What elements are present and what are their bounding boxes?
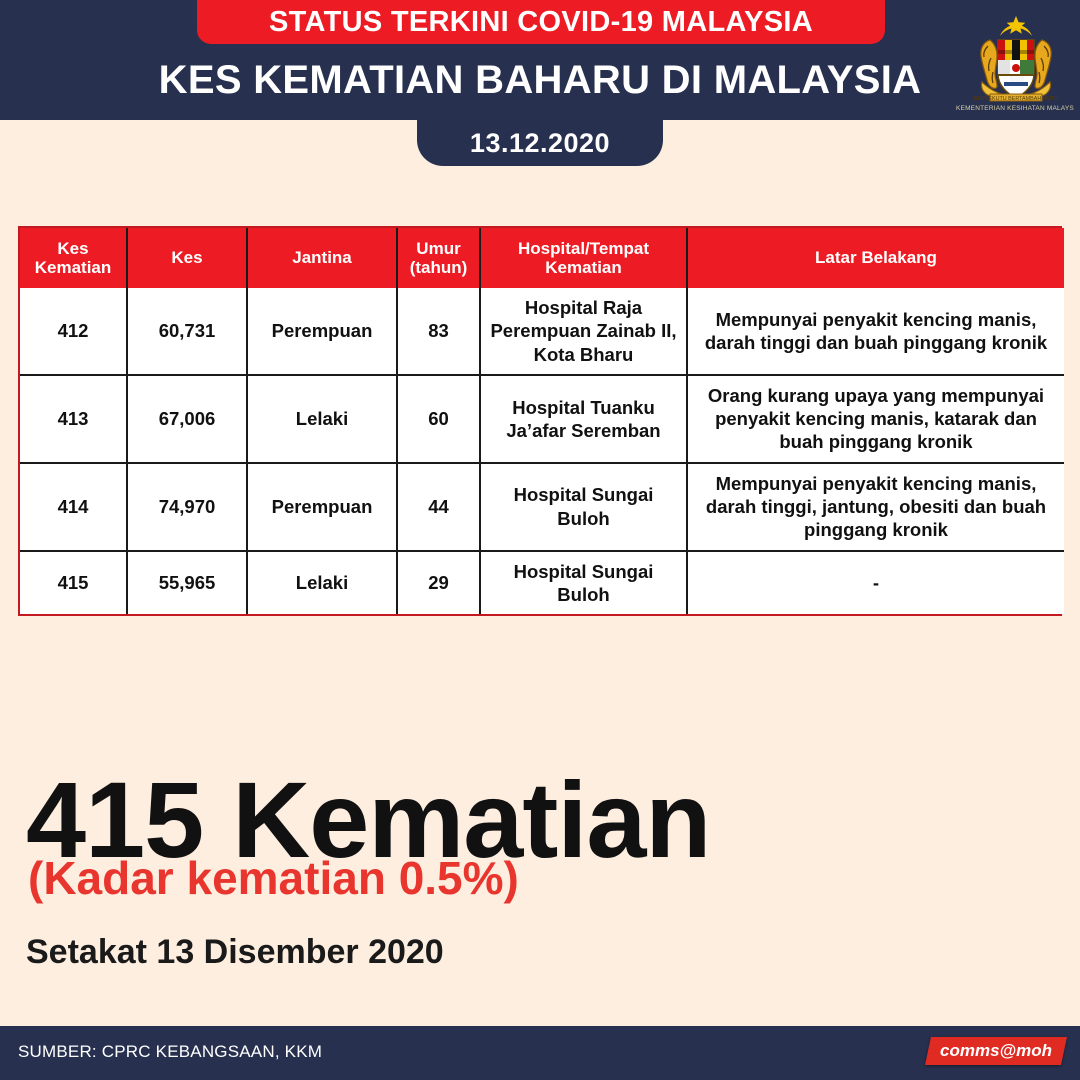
deaths-table: Kes KematianKesKematian Kes Jantina Umur…	[20, 228, 1064, 615]
date-label: 13.12.2020	[469, 127, 611, 158]
table-header-row: Kes KematianKesKematian Kes Jantina Umur…	[20, 228, 1064, 288]
table-row: 412 60,731 Perempuan 83 Hospital Raja Pe…	[20, 288, 1064, 375]
as-of-date-label: Setakat 13 Disember 2020	[26, 933, 444, 971]
table-row: 413 67,006 Lelaki 60 Hospital Tuanku Ja’…	[20, 373, 1064, 463]
column-header-kes: Kes	[127, 228, 248, 288]
cell-kes: 55,965	[127, 549, 248, 615]
svg-text:BERSEKUTU BERTAMBAH MUTU: BERSEKUTU BERTAMBAH MUTU	[974, 96, 1059, 102]
malaysia-coat-of-arms-icon: BERSEKUTU BERTAMBAH MUTU	[960, 6, 1072, 118]
status-banner-label: STATUS TERKINI COVID-19 MALAYSIA	[268, 5, 813, 38]
cell-latar-belakang: -	[687, 549, 1064, 615]
footer-source-label: SUMBER: CPRC KEBANGSAAN, KKM	[18, 1042, 323, 1061]
cell-jantina: Perempuan	[247, 461, 398, 551]
cell-jantina: Lelaki	[247, 549, 398, 615]
cell-kes-kematian: 412	[20, 288, 128, 375]
column-header-hospital: Hospital/Tempat Kematian	[480, 228, 688, 288]
cell-kes-kematian: 414	[20, 461, 128, 551]
crest-caption: KEMENTERIAN KESIHATAN MALAYSIA	[956, 105, 1074, 112]
cell-kes: 74,970	[127, 461, 248, 551]
cell-hospital: Hospital Sungai Buloh	[480, 549, 688, 615]
cell-kes: 60,731	[127, 288, 248, 375]
cell-umur: 83	[397, 288, 481, 375]
cell-kes-kematian: 415	[20, 549, 128, 615]
table-body: 412 60,731 Perempuan 83 Hospital Raja Pe…	[20, 288, 1064, 615]
table-row: 414 74,970 Perempuan 44 Hospital Sungai …	[20, 461, 1064, 551]
cell-jantina: Lelaki	[247, 373, 398, 463]
total-deaths-headline: 415 Kematian	[26, 759, 711, 880]
cell-jantina: Perempuan	[247, 288, 398, 375]
cell-hospital: Hospital Raja Perempuan Zainab II, Kota …	[480, 288, 688, 375]
deaths-table-container: Kes KematianKesKematian Kes Jantina Umur…	[18, 226, 1064, 617]
cell-umur: 60	[397, 373, 481, 463]
cell-kes: 67,006	[127, 373, 248, 463]
cell-hospital: Hospital Sungai Buloh	[480, 461, 688, 551]
cell-latar-belakang: Mempunyai penyakit kencing manis, darah …	[687, 461, 1064, 551]
cell-latar-belakang: Orang kurang upaya yang mempunyai penyak…	[687, 373, 1064, 463]
table-row: 415 55,965 Lelaki 29 Hospital Sungai Bul…	[20, 549, 1064, 615]
column-header-jantina: Jantina	[247, 228, 398, 288]
fatality-rate-label: (Kadar kematian 0.5%)	[28, 852, 519, 904]
comms-moh-badge: comms@moh	[925, 1037, 1067, 1065]
comms-moh-badge-label: comms@moh	[940, 1041, 1052, 1060]
cell-umur: 29	[397, 549, 481, 615]
status-banner: STATUS TERKINI COVID-19 MALAYSIA	[197, 0, 885, 44]
date-pill: 13.12.2020	[417, 120, 663, 166]
column-header-kes-kematian: Kes KematianKesKematian	[20, 228, 128, 288]
cell-hospital: Hospital Tuanku Ja’afar Seremban	[480, 373, 688, 463]
page-title: KES KEMATIAN BAHARU DI MALAYSIA	[158, 58, 922, 102]
column-header-umur: Umur (tahun)	[397, 228, 481, 288]
cell-kes-kematian: 413	[20, 373, 128, 463]
cell-latar-belakang: Mempunyai penyakit kencing manis, darah …	[687, 288, 1064, 375]
column-header-latar-belakang: Latar Belakang	[687, 228, 1064, 288]
footer-bar: SUMBER: CPRC KEBANGSAAN, KKM comms@moh	[0, 1026, 1080, 1080]
cell-umur: 44	[397, 461, 481, 551]
